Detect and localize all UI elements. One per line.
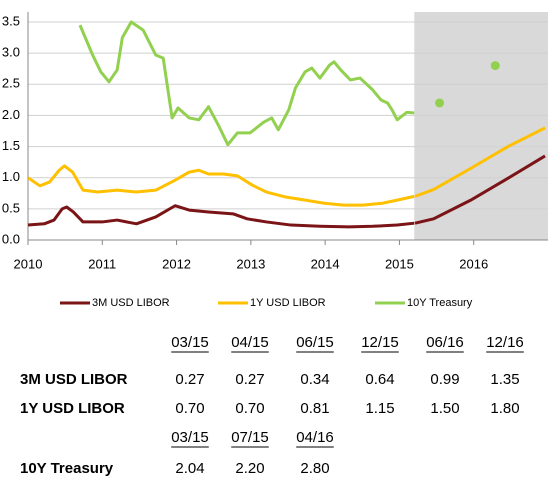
forecast-point [435, 98, 445, 108]
line [28, 204, 415, 229]
table-cell: 1.80 [490, 400, 519, 417]
y-tick-label: 1.5 [2, 138, 20, 153]
x-tick-label: 2012 [162, 256, 191, 271]
table-header: 06/16 [426, 334, 464, 351]
y-tick-label: 1.0 [2, 169, 20, 184]
table-cell: 0.34 [300, 371, 329, 388]
y-tick-label: 2.0 [2, 107, 20, 122]
table-cell: 1.15 [365, 400, 394, 417]
forecast-point [490, 61, 500, 71]
table-header: 12/15 [361, 334, 399, 351]
line [28, 164, 415, 207]
table-cell: 0.81 [300, 400, 329, 417]
legend-label: 10Y Treasury [407, 297, 473, 309]
x-tick-label: 2010 [14, 256, 43, 271]
table-header: 04/15 [231, 334, 269, 351]
x-tick-label: 2014 [311, 256, 340, 271]
forecast-region [414, 12, 548, 240]
y-tick-label: 2.5 [2, 76, 20, 91]
row-label: 10Y Treasury [20, 460, 114, 477]
table-header: 03/15 [171, 429, 209, 446]
table-cell: 0.27 [175, 371, 204, 388]
table-cell: 2.04 [175, 460, 204, 477]
x-tick-label: 2013 [236, 256, 265, 271]
table-cell: 0.70 [175, 400, 204, 417]
forecast-line [414, 154, 546, 225]
table-cell: 1.35 [490, 371, 519, 388]
table-header: 04/16 [296, 429, 334, 446]
line [78, 20, 415, 147]
table-cell: 0.64 [365, 371, 394, 388]
table-header: 03/15 [171, 334, 209, 351]
table-header: 06/15 [296, 334, 334, 351]
table-header: 07/15 [231, 429, 269, 446]
x-tick-label: 2015 [385, 256, 414, 271]
table-cell: 0.27 [235, 371, 264, 388]
table-cell: 0.99 [430, 371, 459, 388]
table-cell: 0.70 [235, 400, 264, 417]
table-cell: 1.50 [430, 400, 459, 417]
y-tick-label: 0.5 [2, 200, 20, 215]
y-tick-label: 3.0 [2, 45, 20, 60]
table-cell: 2.20 [235, 460, 264, 477]
x-tick-label: 2011 [88, 256, 116, 271]
table-header: 12/16 [486, 334, 524, 351]
forecast-line [414, 126, 546, 198]
legend-label: 1Y USD LIBOR [250, 297, 326, 309]
table-cell: 2.80 [300, 460, 329, 477]
y-tick-label: 3.5 [2, 13, 20, 28]
y-tick-label: 0.0 [2, 231, 20, 246]
plot [28, 20, 546, 229]
row-label: 3M USD LIBOR [20, 371, 128, 388]
x-tick-label: 2016 [459, 256, 488, 271]
legend-label: 3M USD LIBOR [92, 297, 170, 309]
row-label: 1Y USD LIBOR [20, 400, 125, 417]
